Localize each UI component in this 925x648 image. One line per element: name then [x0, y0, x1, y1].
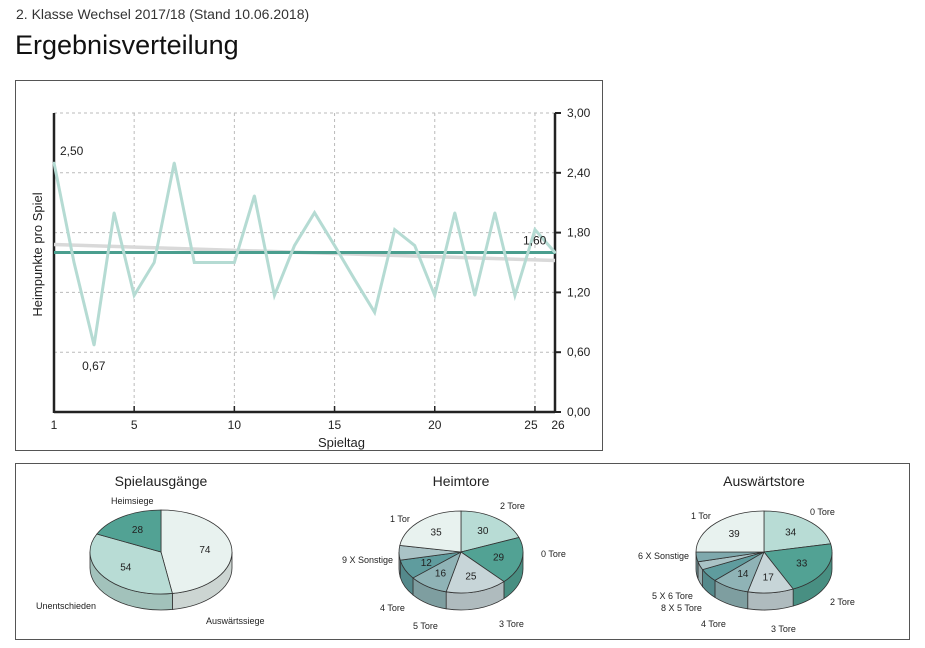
- x-tick-label: 5: [131, 418, 138, 432]
- x-tick-label: 15: [328, 418, 342, 432]
- home-points-line: [52, 162, 557, 346]
- data-point: [553, 251, 557, 254]
- data-point: [132, 294, 136, 297]
- y-tick-label: 1,20: [567, 285, 591, 299]
- page-title: Ergebnisverteilung: [15, 30, 239, 60]
- slice-value-label: 14: [737, 569, 749, 580]
- data-point: [92, 344, 96, 347]
- slice-value-label: 54: [120, 563, 132, 574]
- slice-category-label: Heimsiege: [111, 496, 154, 506]
- slice-value-label: 33: [796, 558, 808, 569]
- pie-title: Heimtore: [433, 473, 490, 489]
- data-point: [433, 294, 436, 297]
- slice-value-label: 74: [199, 545, 211, 556]
- data-point: [473, 294, 477, 297]
- page-subtitle: 2. Klasse Wechsel 2017/18 (Stand 10.06.2…: [16, 6, 310, 22]
- pie-slice: [160, 509, 233, 594]
- y-tick-label: 3,00: [567, 106, 591, 120]
- x-tick-label: 1: [51, 418, 58, 432]
- y-tick-label: 0,00: [567, 405, 591, 419]
- slice-value-label: 28: [132, 525, 144, 536]
- slice-category-label: 5 X 6 Tore: [652, 591, 693, 601]
- y-axis-title: Heimpunkte pro Spiel: [30, 192, 45, 316]
- pie-slice: [460, 510, 520, 553]
- data-point: [72, 261, 76, 264]
- pie-3: Auswärtstore 34 33 17 14 39 0 Tore 2 Tore 3 Tore…: [638, 473, 855, 634]
- slice-value-label: 39: [729, 529, 741, 540]
- data-point: [333, 244, 336, 247]
- slice-value-label: 17: [763, 572, 775, 583]
- slice-value-label: 16: [435, 568, 447, 579]
- data-point: [533, 228, 537, 231]
- x-tick-label: 26: [551, 418, 565, 432]
- slice-value-label: 12: [421, 558, 433, 569]
- slice-category-label: 1 Tor: [390, 514, 410, 524]
- pie-1: Spielausgänge 74 54 28 Heimsiege Auswärtssieg…: [36, 473, 265, 626]
- data-point: [313, 211, 316, 214]
- pie-slice: [763, 543, 833, 590]
- data-point: [413, 244, 416, 247]
- slice-value-label: 25: [465, 572, 477, 583]
- pie-slice: [96, 509, 162, 553]
- slice-category-label: 9 X Sonstige: [342, 555, 393, 565]
- data-point: [293, 244, 296, 247]
- pie-title: Auswärtstore: [723, 473, 805, 489]
- data-point: [493, 211, 497, 214]
- pie-slice: [89, 533, 173, 595]
- y-tick-label: 0,60: [567, 345, 591, 359]
- slice-category-label: Auswärtssiege: [206, 616, 265, 626]
- x-axis-title: Spieltag: [318, 435, 365, 450]
- y-tick-label: 2,40: [567, 166, 591, 180]
- y-tick-label: 1,80: [567, 226, 591, 240]
- slice-category-label: 1 Tor: [691, 511, 711, 521]
- slice-category-label: 4 Tore: [701, 619, 726, 629]
- x-tick-label: 25: [524, 418, 538, 432]
- slice-category-label: 4 Tore: [380, 603, 405, 613]
- x-tick-label: 20: [428, 418, 442, 432]
- data-point: [153, 261, 156, 264]
- slice-category-label: 2 Tore: [500, 501, 525, 511]
- pie-slice: [399, 510, 462, 553]
- data-point: [193, 261, 196, 264]
- pie-slice: [460, 536, 524, 583]
- annotation-label: 2,50: [60, 144, 84, 158]
- data-point: [233, 261, 236, 264]
- slice-value-label: 30: [477, 526, 489, 537]
- data-point: [353, 278, 356, 281]
- data-point: [213, 261, 216, 264]
- pie-charts: Spielausgänge 74 54 28 Heimsiege Auswärtssieg…: [36, 473, 855, 634]
- x-tick-label: 10: [228, 418, 242, 432]
- line-chart-panel: 3,00 2,40 1,80 1,20 0,60 0,00 1 5 10 15 20 25 26 Spie…: [15, 80, 603, 451]
- annotation-label: 0,67: [82, 359, 106, 373]
- slice-category-label: 3 Tore: [499, 619, 524, 629]
- slice-category-label: Unentschieden: [36, 601, 96, 611]
- slice-category-label: 2 Tore: [830, 597, 855, 607]
- pie-title: Spielausgänge: [115, 473, 208, 489]
- slice-category-label: 0 Tore: [810, 507, 835, 517]
- pie-slice: [763, 510, 832, 553]
- data-point: [52, 161, 56, 165]
- slice-category-label: 3 Tore: [771, 624, 796, 634]
- data-point: [393, 228, 396, 231]
- data-point: [273, 294, 276, 297]
- slice-category-label: 5 Tore: [413, 621, 438, 631]
- data-point: [453, 211, 456, 214]
- slice-value-label: 29: [493, 553, 505, 564]
- data-point: [373, 311, 376, 314]
- line-chart: 3,002,401,801,200,600,001 5 10 15 20 25 26Spie…: [30, 106, 591, 450]
- data-point: [173, 161, 176, 165]
- slice-category-label: 0 Tore: [541, 549, 566, 559]
- slice-value-label: 35: [431, 528, 443, 539]
- pie-slice: [445, 551, 505, 594]
- data-point: [513, 294, 517, 297]
- slice-value-label: 34: [785, 527, 797, 538]
- annotation-label: 1,60: [523, 234, 547, 248]
- data-point: [253, 194, 256, 197]
- pie-slice: [695, 510, 765, 553]
- data-point: [112, 211, 116, 214]
- pie-charts-panel: Spielausgänge 74 54 28 Heimsiege Auswärtssieg…: [15, 463, 910, 640]
- slice-category-label: 6 X Sonstige: [638, 551, 689, 561]
- slice-category-label: 8 X 5 Tore: [661, 603, 702, 613]
